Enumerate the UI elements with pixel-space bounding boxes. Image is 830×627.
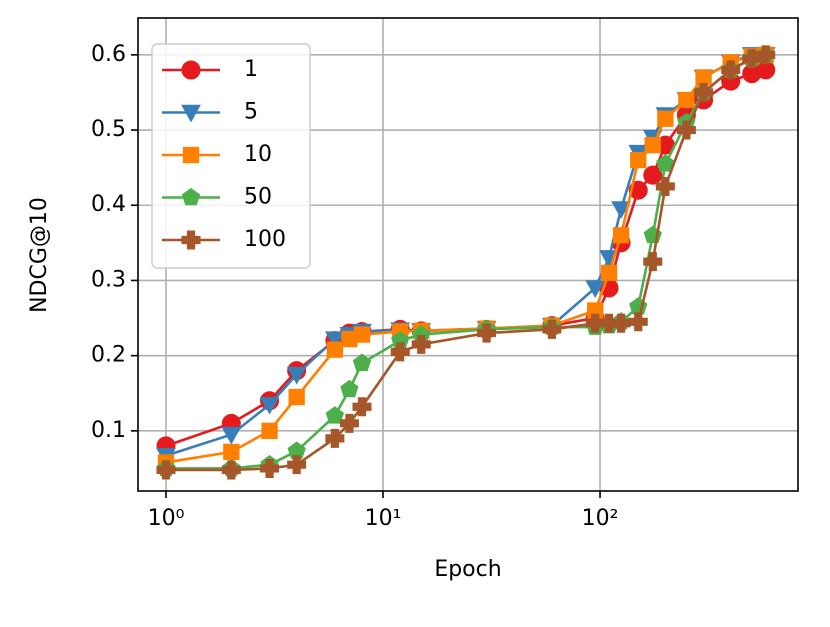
data-point [756,45,776,65]
data-point [477,323,497,343]
data-point [655,176,675,196]
legend-marker [181,60,201,80]
x-tick-label: 10⁰ [148,506,185,531]
data-point [628,312,648,332]
legend-marker [181,230,201,250]
data-point [287,455,307,475]
data-point [325,331,345,350]
data-point [694,82,714,102]
data-point [221,426,242,445]
legend-label: 10 [244,142,272,167]
data-point [628,180,648,200]
data-point [643,252,663,272]
data-point [156,460,176,480]
data-point [542,319,562,339]
data-point [742,49,762,69]
data-point [644,136,661,154]
plot-frame [137,17,799,492]
data-point [612,227,630,244]
y-tick-label: 0.5 [91,117,126,142]
data-point [261,422,278,439]
data-point [325,406,345,424]
data-point [390,342,410,362]
data-point [630,151,647,169]
legend-marker [182,146,200,164]
data-point [678,91,695,109]
x-axis-label: Epoch [434,557,501,582]
data-point [353,326,371,343]
legend-box [151,43,311,269]
legend-marker [181,187,201,206]
data-point [339,413,359,433]
x-tick-label: 10² [582,506,619,531]
data-point [600,264,618,282]
data-point [611,313,631,333]
data-point [721,60,741,80]
data-point [223,443,240,461]
data-point [259,396,280,415]
x-tick-label: 10¹ [365,506,402,531]
data-point [326,341,344,358]
data-point [288,388,305,406]
data-point [656,154,675,172]
data-point [286,366,307,385]
legend-label: 50 [244,185,272,210]
data-point [695,69,712,86]
data-point [221,460,241,480]
data-point [352,397,372,417]
data-point [325,428,345,448]
data-point [657,110,674,127]
data-point [411,334,431,354]
data-point [643,165,663,185]
data-point [340,379,359,398]
legend-marker [181,104,201,123]
legend-label: 100 [244,227,286,252]
data-point [260,458,280,478]
data-point [585,313,605,333]
data-point [676,120,696,140]
series-line [165,53,767,472]
y-tick-label: 0.6 [91,42,126,67]
y-axis-label: NDCG@10 [27,197,52,313]
legend-label: 5 [244,100,258,125]
y-tick-label: 0.1 [91,418,126,443]
y-tick-label: 0.2 [91,343,126,368]
y-tick-label: 0.4 [91,192,126,217]
data-point [352,353,372,371]
data-point [585,280,606,298]
y-tick-label: 0.3 [91,267,126,292]
legend-label: 1 [244,57,258,82]
